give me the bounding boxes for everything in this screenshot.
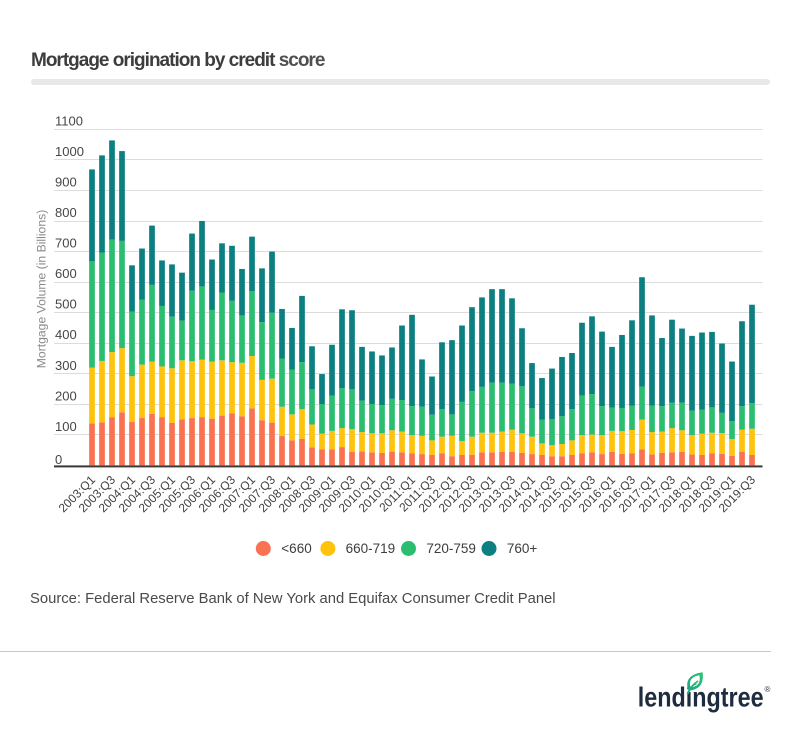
svg-text:®: ®: [765, 685, 771, 694]
svg-text:Mortgage Volume (in Billions): Mortgage Volume (in Billions): [35, 210, 49, 369]
svg-text:300: 300: [55, 358, 77, 373]
svg-text:lendingtree: lendingtree: [638, 683, 764, 713]
svg-text:500: 500: [55, 297, 77, 312]
svg-text:600: 600: [55, 266, 77, 281]
svg-text:900: 900: [55, 175, 77, 190]
svg-text:400: 400: [55, 327, 77, 342]
svg-text:760+: 760+: [507, 541, 538, 556]
svg-text:0: 0: [55, 452, 62, 467]
svg-text:660-719: 660-719: [346, 541, 396, 556]
svg-text:200: 200: [55, 388, 77, 403]
svg-text:<660: <660: [281, 541, 311, 556]
svg-text:700: 700: [55, 236, 77, 251]
svg-text:720-759: 720-759: [426, 541, 476, 556]
svg-text:100: 100: [55, 419, 77, 434]
svg-text:1000: 1000: [55, 144, 84, 159]
svg-text:800: 800: [55, 205, 77, 220]
svg-text:1100: 1100: [55, 113, 83, 128]
